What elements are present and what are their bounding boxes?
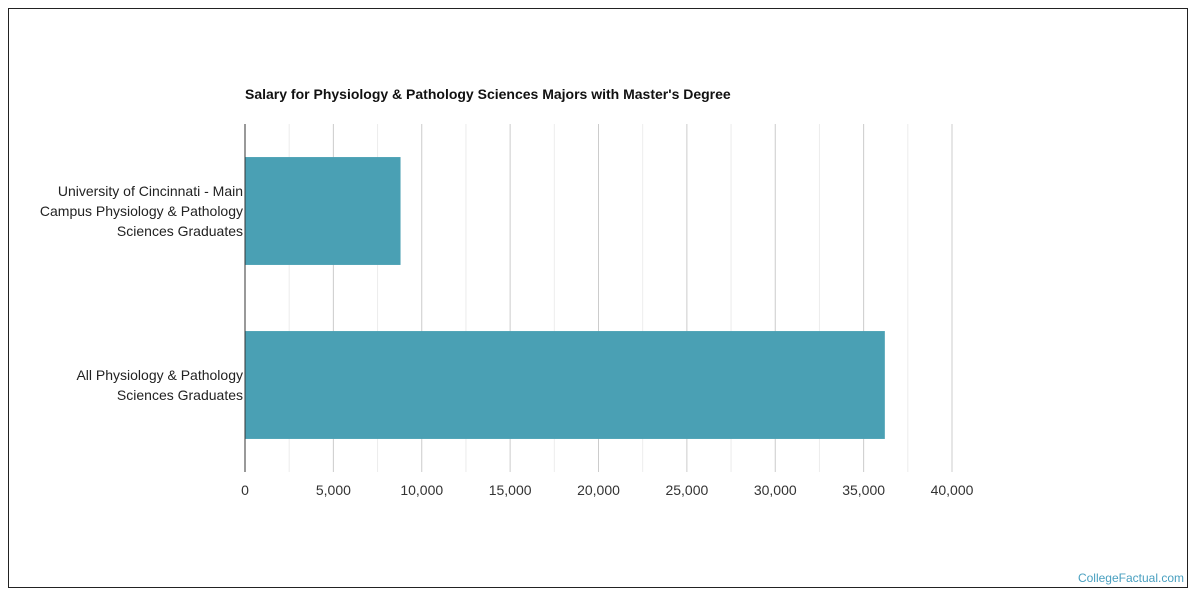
category-label-line: University of Cincinnati - Main (57, 183, 243, 199)
x-tick-label: 15,000 (488, 482, 532, 498)
category-label: All Physiology & Pathology Sciences Gradu… (13, 365, 243, 405)
bar (245, 157, 401, 265)
x-tick-label: 5,000 (315, 482, 351, 498)
credit-link[interactable]: CollegeFactual.com (1077, 571, 1184, 585)
bar (245, 331, 885, 439)
category-label-line: Sciences Graduates (116, 387, 243, 403)
category-label-line: All Physiology & Pathology (76, 367, 243, 383)
x-tick-label: 30,000 (753, 482, 797, 498)
x-tick-label: 10,000 (400, 482, 444, 498)
chart-title: Salary for Physiology & Pathology Scienc… (245, 86, 731, 102)
category-label: University of Cincinnati - Main Campus Ph… (13, 181, 243, 241)
x-tick-label: 0 (241, 482, 249, 498)
x-tick-label: 25,000 (665, 482, 709, 498)
x-tick-label: 20,000 (577, 482, 620, 498)
x-tick-label: 35,000 (842, 482, 886, 498)
x-tick-label: 40,000 (930, 482, 974, 498)
category-label-line: Sciences Graduates (116, 223, 243, 239)
category-label-line: Campus Physiology & Pathology (39, 203, 243, 219)
chart-frame (8, 8, 1188, 588)
